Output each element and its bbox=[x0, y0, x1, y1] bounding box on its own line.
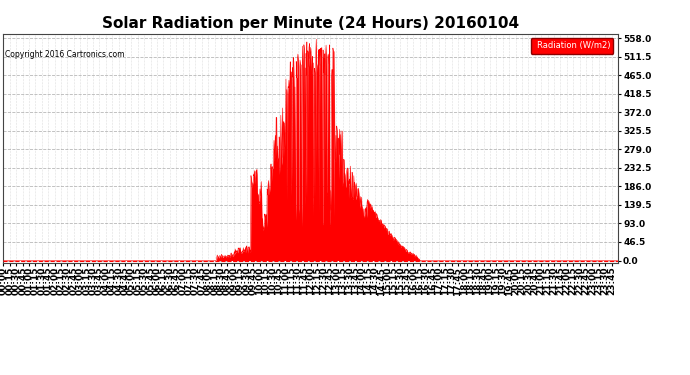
Legend: Radiation (W/m2): Radiation (W/m2) bbox=[531, 38, 613, 54]
Text: Copyright 2016 Cartronics.com: Copyright 2016 Cartronics.com bbox=[5, 50, 124, 59]
Title: Solar Radiation per Minute (24 Hours) 20160104: Solar Radiation per Minute (24 Hours) 20… bbox=[102, 16, 519, 31]
